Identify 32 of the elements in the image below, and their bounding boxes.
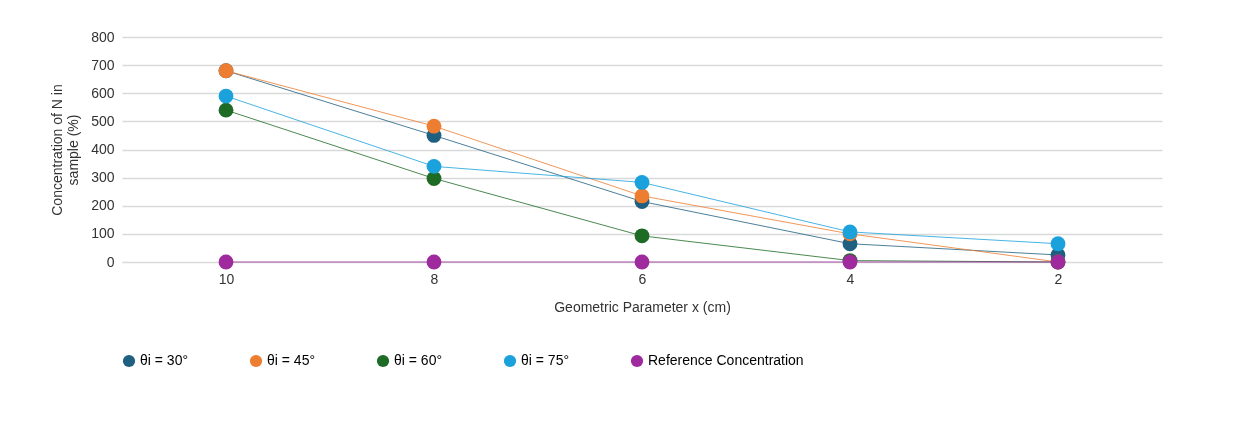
point [634,188,650,204]
y-tick-label: 400 [91,141,115,157]
point [218,102,234,118]
x-tick-label: 10 [218,270,235,287]
y-tick-label: 700 [91,56,115,73]
point [218,88,234,104]
point [426,158,442,174]
x-tick-label: 2 [1054,270,1063,287]
legend-label: θi = 75° [521,352,570,368]
y-tick-label: 200 [91,197,115,214]
legend-label: θi = 45° [267,352,316,368]
y-tick-label: 300 [91,169,115,186]
y-tick-label: 100 [91,225,115,242]
point [426,118,442,134]
point [634,175,650,190]
x-tick-label: 6 [638,270,647,287]
y-tick-label: 500 [91,112,115,129]
point [1050,236,1066,252]
legend-label: θi = 60° [394,352,443,368]
point [634,228,650,244]
x-tick-label: 4 [846,270,855,287]
point [634,254,650,270]
x-axis-title: Geometric Parameter x (cm) [554,298,731,315]
point [218,254,234,270]
y-tick-label: 0 [106,253,115,270]
legend-label: Reference Concentration [648,352,804,368]
y-axis-title: Concentration of N in sample (%) [49,84,82,216]
y-tick-label: 600 [91,84,115,101]
y-tick-label: 800 [91,28,115,45]
legend-label: θi = 30° [140,352,189,368]
x-tick-label: 8 [430,270,439,287]
point [426,254,442,270]
